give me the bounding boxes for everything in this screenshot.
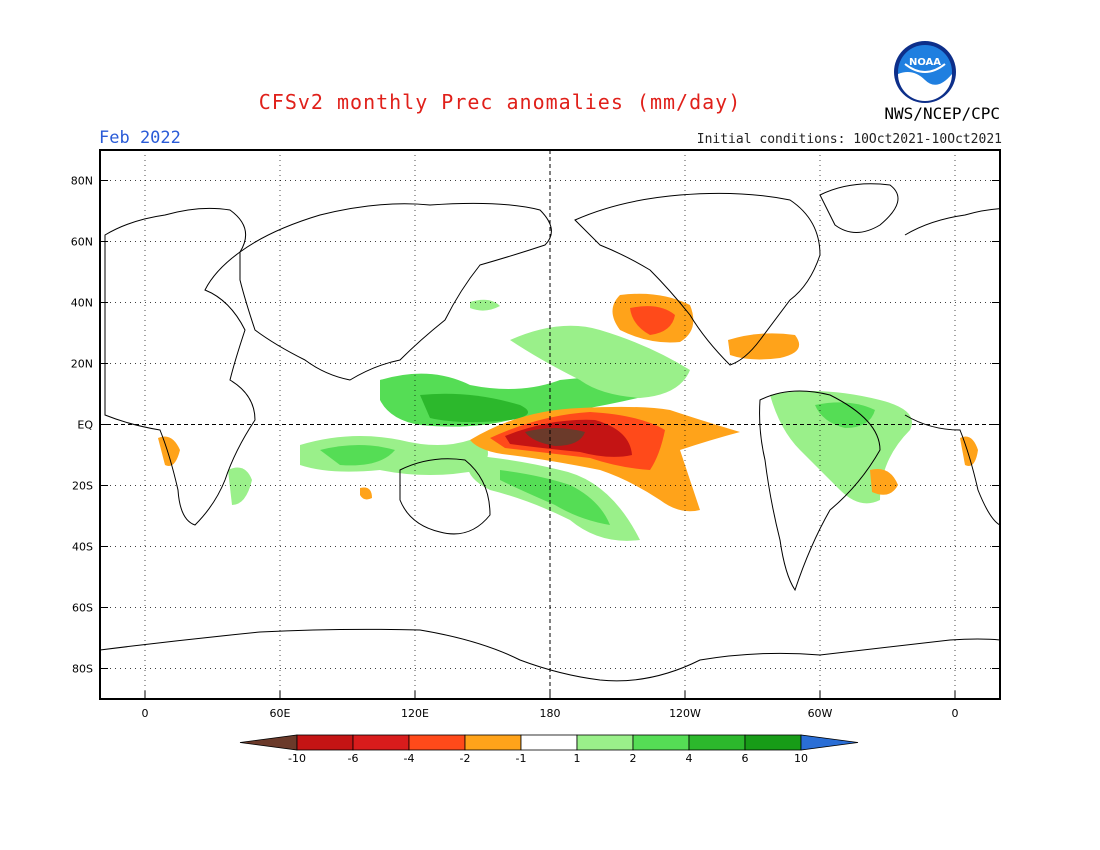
colorbar-swatch xyxy=(520,734,578,751)
axis-ticks: 80N 60N 40N 20N EQ 20S 40S 60S 80S 0 60E 120E 180 120… xyxy=(71,175,1000,720)
lon-label: 120E xyxy=(401,707,429,720)
wet-region-amazon-core xyxy=(815,402,875,428)
dry-region-africa xyxy=(158,436,180,466)
noaa-logo-icon: NOAA xyxy=(894,41,956,103)
wet-region-indian-ocean-core xyxy=(320,445,395,466)
colorbar-high-arrow xyxy=(800,734,859,751)
lon-label: 0 xyxy=(952,707,959,720)
dry-region-northeast-pacific-core xyxy=(630,306,675,335)
dry-region-core xyxy=(525,428,585,446)
dry-region-east-africa xyxy=(960,436,978,466)
map-title: CFSv2 monthly Prec anomalies (mm/day) xyxy=(258,90,742,114)
coast-australia xyxy=(399,458,491,535)
colorbar-tick-label: -10 xyxy=(288,752,306,765)
colorbar-swatch xyxy=(352,734,410,751)
lon-label: 180 xyxy=(540,707,561,720)
colorbar: -10 -6 -4 -2 -1 1 2 4 6 10 xyxy=(239,734,859,765)
initial-conditions: Initial conditions: 10Oct2021-10Oct2021 xyxy=(696,132,1002,147)
coast-asia xyxy=(239,202,552,381)
lat-label: 80S xyxy=(72,663,93,676)
colorbar-swatch xyxy=(632,734,690,751)
wet-region-north-pacific-2 xyxy=(470,299,500,311)
colorbar-tick-label: -6 xyxy=(348,752,359,765)
lon-label: 120W xyxy=(669,707,701,720)
lat-label: 20S xyxy=(72,480,93,493)
dry-region-south-atlantic xyxy=(870,469,898,495)
dry-region-gulf xyxy=(728,333,800,360)
coast-north-america xyxy=(574,192,821,366)
dry-region-australia xyxy=(360,487,372,500)
colorbar-low-arrow xyxy=(239,734,298,751)
anomaly-shading xyxy=(158,293,978,541)
lat-label: 40S xyxy=(72,541,93,554)
coast-africa-europe-east xyxy=(904,208,1000,526)
graticule xyxy=(100,150,1000,699)
coastlines xyxy=(100,183,1000,682)
colorbar-tick-label: -1 xyxy=(516,752,527,765)
colorbar-swatch xyxy=(464,734,522,751)
colorbar-swatch xyxy=(296,734,354,751)
colorbar-tick-label: 10 xyxy=(794,752,808,765)
lat-label: EQ xyxy=(77,419,93,432)
colorbar-tick-label: 1 xyxy=(574,752,581,765)
wet-region-north-pacific xyxy=(510,325,690,398)
colorbar-tick-label: -2 xyxy=(460,752,471,765)
wet-region-southern-africa xyxy=(228,467,252,505)
forecast-month: Feb 2022 xyxy=(99,128,181,148)
lat-label: 20N xyxy=(71,358,93,371)
lon-label: 60E xyxy=(270,707,291,720)
colorbar-swatch xyxy=(576,734,634,751)
lat-label: 60N xyxy=(71,236,93,249)
lat-label: 80N xyxy=(71,175,93,188)
lat-label: 40N xyxy=(71,297,93,310)
colorbar-tick-label: 6 xyxy=(742,752,749,765)
lon-label: 60W xyxy=(808,707,833,720)
svg-text:NOAA: NOAA xyxy=(909,57,941,68)
coast-south-america xyxy=(759,390,881,592)
coast-antarctica xyxy=(100,628,1000,682)
colorbar-swatch xyxy=(744,734,802,751)
colorbar-swatch xyxy=(688,734,746,751)
wet-region-spcz-core xyxy=(500,470,610,525)
colorbar-tick-label: 4 xyxy=(686,752,693,765)
agency-label: NWS/NCEP/CPC xyxy=(884,104,1000,123)
coast-greenland xyxy=(819,183,899,233)
coast-africa-europe xyxy=(104,207,256,526)
lon-label: 0 xyxy=(142,707,149,720)
colorbar-tick-label: 2 xyxy=(630,752,637,765)
wet-region-core xyxy=(420,393,528,423)
lat-label: 60S xyxy=(72,602,93,615)
colorbar-swatch xyxy=(408,734,466,751)
colorbar-tick-label: -4 xyxy=(404,752,415,765)
